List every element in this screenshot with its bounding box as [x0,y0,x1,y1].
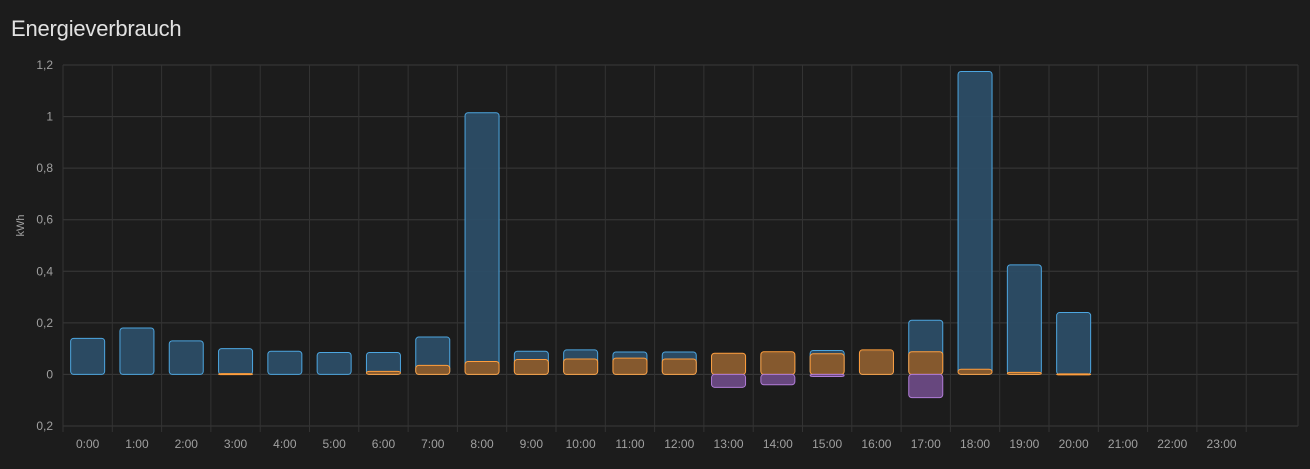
bar-series-1 [70,337,106,375]
bar-series-2 [809,353,845,375]
x-tick-label: 0:00 [76,437,100,451]
bar-series-2 [563,358,599,375]
bar-series-3 [908,373,944,399]
bar-series-1 [464,112,500,375]
x-tick-label: 16:00 [861,437,891,451]
x-tick-label: 21:00 [1108,437,1138,451]
bar-series [70,70,1092,399]
axis-labels: 1,2 1 0,8 0,6 0,4 0,2 0 0,2 0:00 1:00 2:00 3:00 4:00… [36,58,1237,451]
x-tick-label: 19:00 [1009,437,1039,451]
x-tick-label: 11:00 [615,437,644,451]
x-tick-label: 4:00 [273,437,297,451]
x-tick-label: 2:00 [175,437,199,451]
bar-series-1 [168,340,204,375]
x-tick-label: 9:00 [520,437,544,451]
bar-series-2 [415,364,451,375]
bar-series-2 [1056,373,1092,376]
bar-series-2 [858,349,894,375]
x-tick-label: 22:00 [1157,437,1187,451]
bar-series-2 [661,358,697,375]
y-tick-label: 0 [46,367,53,381]
x-tick-label: 13:00 [714,437,744,451]
x-tick-label: 1:00 [125,437,149,451]
x-tick-label: 3:00 [224,437,248,451]
bar-series-3 [809,373,845,377]
bar-series-2 [760,351,796,375]
bar-series-3 [760,373,796,386]
bar-series-2 [1006,371,1042,375]
bar-series-3 [711,373,747,388]
bar-series-2 [957,368,993,375]
y-tick-label: 0,2 [36,316,53,330]
x-tick-label: 10:00 [566,437,596,451]
grid-lines [62,64,1299,432]
x-tick-label: 5:00 [322,437,346,451]
bar-series-1 [316,352,352,375]
bar-series-2 [365,370,401,375]
x-tick-label: 8:00 [470,437,494,451]
y-tick-label: 0,6 [36,213,53,227]
x-tick-label: 20:00 [1059,437,1089,451]
y-tick-label: 0,8 [36,161,53,175]
y-tick-label: 0,2 [36,419,53,433]
x-tick-label: 18:00 [960,437,990,451]
bar-series-1 [218,348,254,375]
x-tick-label: 15:00 [812,437,842,451]
bar-series-1 [957,70,993,375]
bar-series-1 [267,350,303,375]
y-tick-label: 0,4 [36,264,53,278]
bar-series-1 [1006,264,1042,375]
x-tick-label: 23:00 [1207,437,1237,451]
bar-series-2 [612,357,648,375]
bar-series-2 [513,358,549,375]
x-tick-label: 14:00 [763,437,793,451]
bar-series-1 [1056,312,1092,375]
bar-series-1 [119,327,155,375]
x-tick-label: 17:00 [911,437,941,451]
y-tick-label: 1 [46,110,53,124]
y-axis-title: kWh [15,215,27,237]
bar-series-2 [908,351,944,375]
bar-series-2 [711,352,747,375]
x-tick-label: 12:00 [664,437,694,451]
y-tick-label: 1,2 [36,58,53,72]
x-tick-label: 7:00 [421,437,445,451]
card-title: Energieverbrauch [11,16,182,41]
bar-series-2 [464,361,500,375]
x-tick-label: 6:00 [372,437,396,451]
bar-series-2 [218,373,254,376]
